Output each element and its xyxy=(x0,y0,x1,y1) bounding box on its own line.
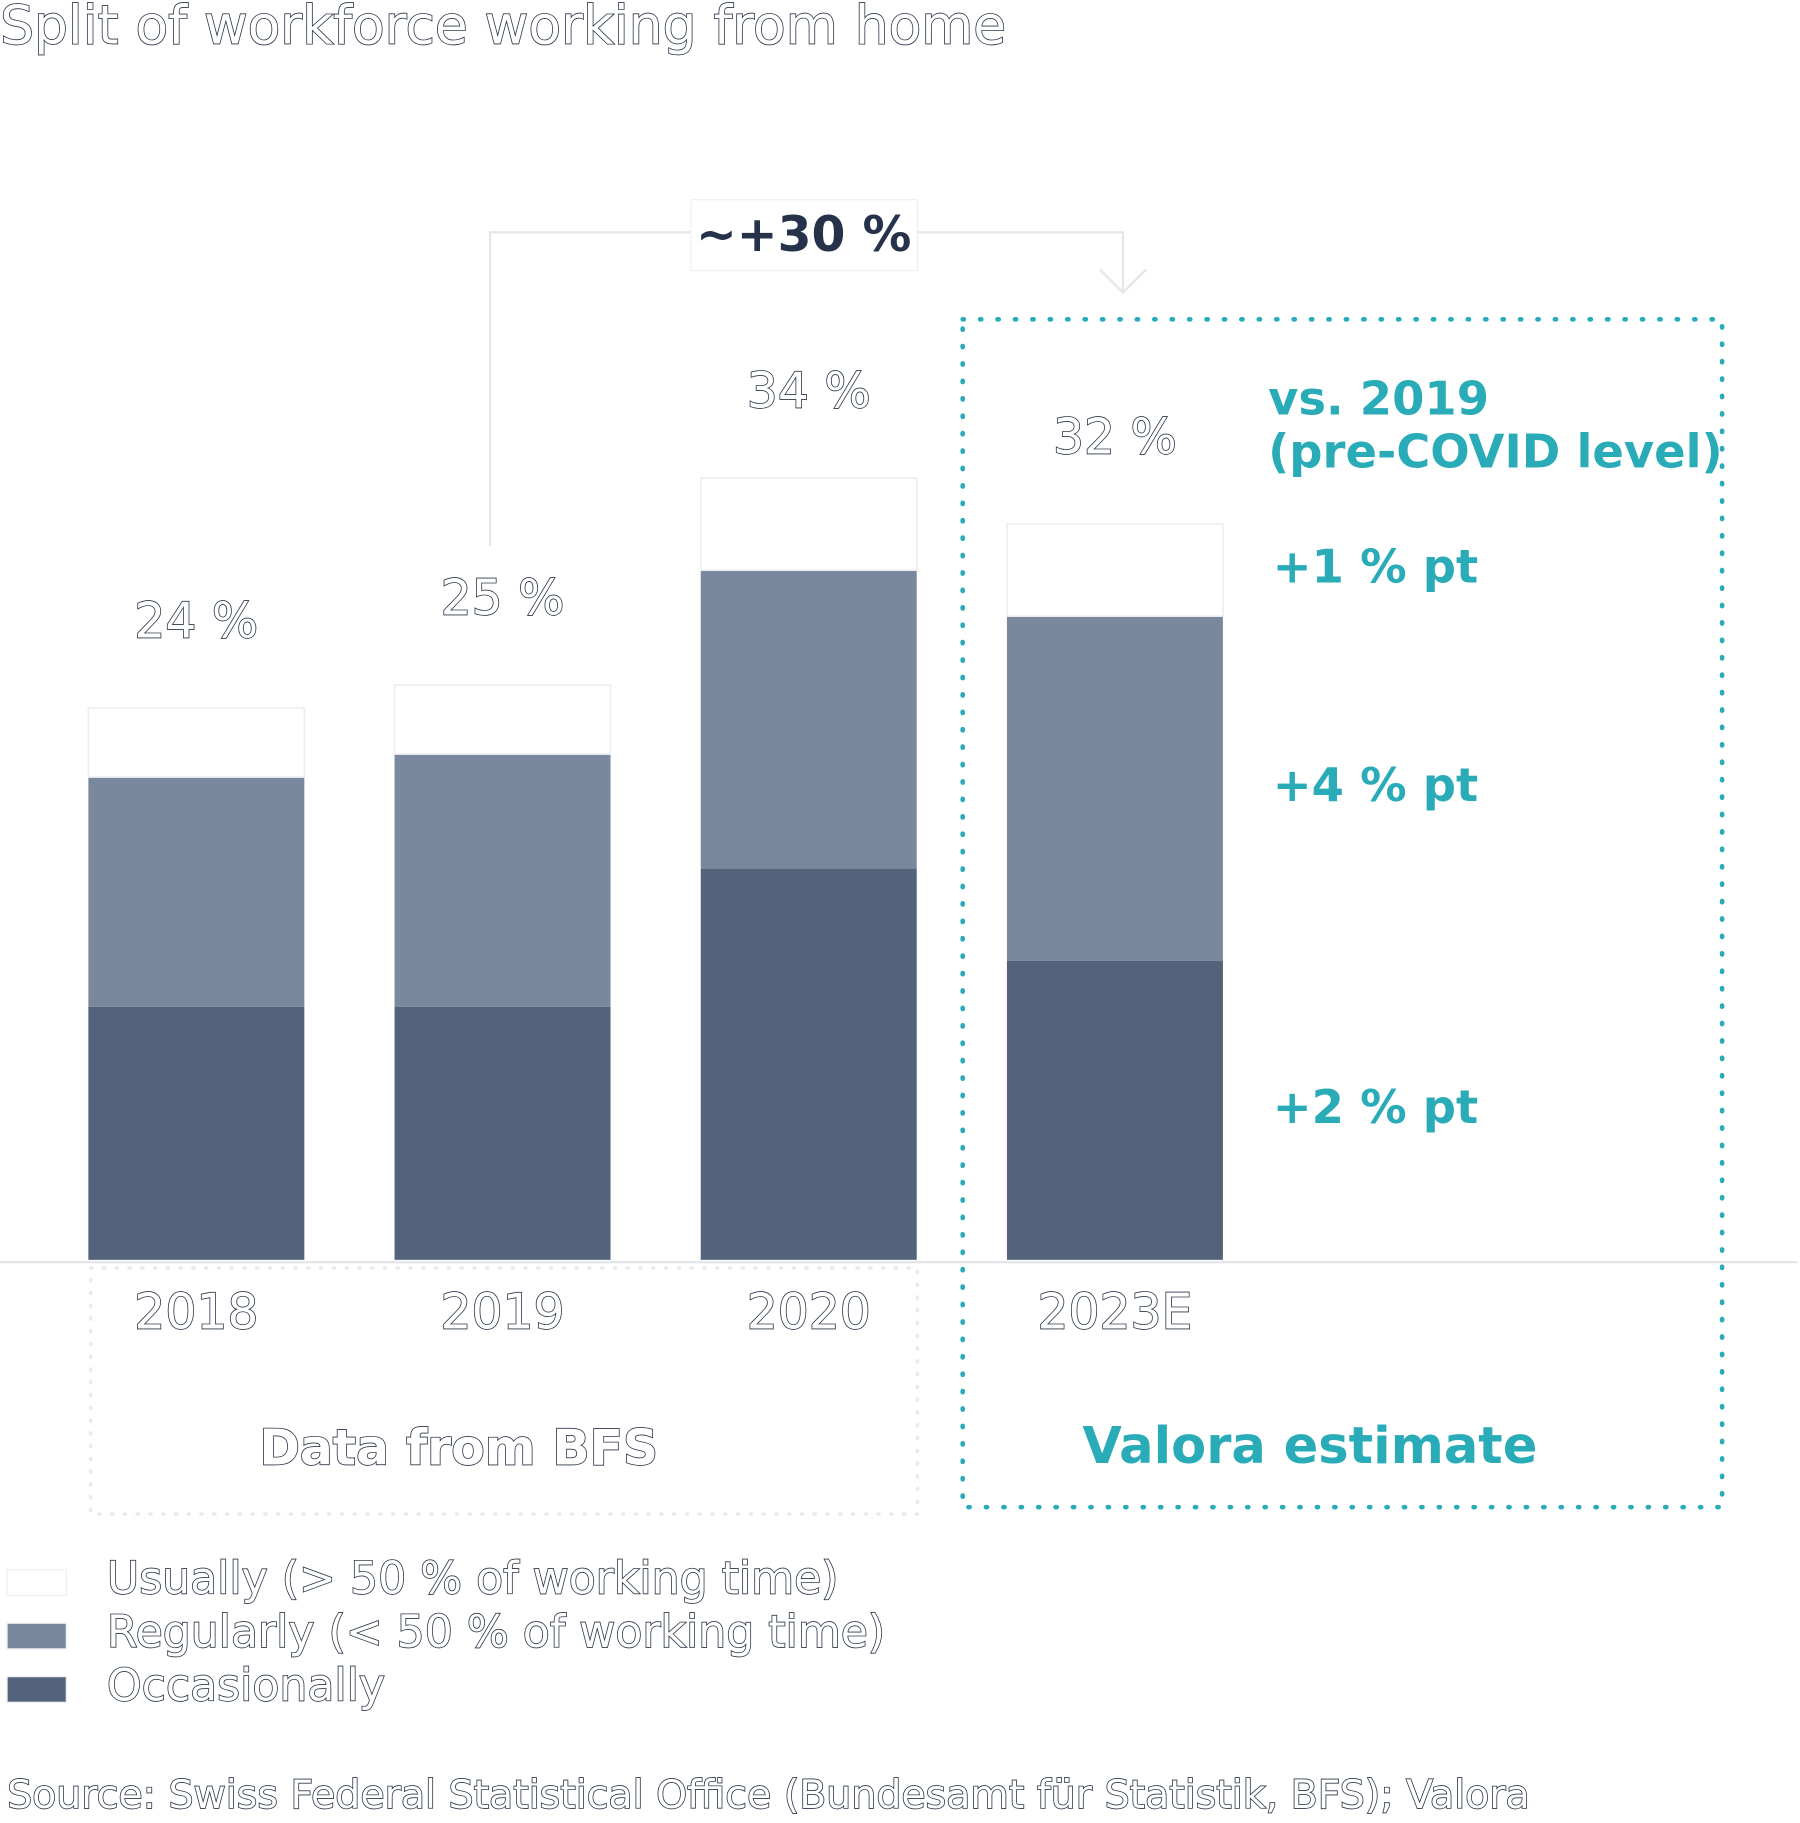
group-label: Valora estimate xyxy=(1082,1417,1537,1476)
note: vs. 2019 xyxy=(1268,371,1489,425)
bar-segment xyxy=(700,869,917,1260)
delta-label: +2 % pt xyxy=(1273,1080,1479,1134)
group-label: Data from BFS xyxy=(259,1420,658,1476)
total-label: 32 % xyxy=(1053,410,1177,466)
legend-label: Occasionally xyxy=(107,1660,385,1711)
bar-segment xyxy=(393,684,612,755)
bar-segment xyxy=(394,754,611,1007)
bar-segment xyxy=(394,1006,611,1260)
x-tick-label: 2019 xyxy=(441,1285,565,1341)
total-label: 25 % xyxy=(441,570,565,626)
bracket xyxy=(488,231,691,546)
arrow-head xyxy=(1098,268,1147,295)
bracket xyxy=(917,231,1125,291)
growth-label: ~+30 % xyxy=(696,207,911,263)
bar-segment xyxy=(88,777,305,1007)
legend-label: Usually (> 50 % of working time) xyxy=(107,1553,839,1604)
bar-segment xyxy=(1006,616,1223,961)
total-label: 24 % xyxy=(134,593,258,649)
legend-label: Regularly (< 50 % of working time) xyxy=(107,1607,885,1658)
bar-segment xyxy=(87,707,306,778)
delta-label: +4 % pt xyxy=(1273,758,1479,812)
bar-segment xyxy=(1006,960,1223,1260)
source: Source: Swiss Federal Statistical Office… xyxy=(7,1772,1530,1818)
x-tick-label: 2023E xyxy=(1037,1285,1192,1341)
legend-swatch xyxy=(6,1622,67,1650)
bar-segment xyxy=(699,477,918,571)
x-tick-label: 2018 xyxy=(134,1285,258,1341)
x-tick-label: 2020 xyxy=(747,1285,871,1341)
bar-segment xyxy=(700,570,917,870)
bar-segment xyxy=(88,1006,305,1260)
legend-swatch xyxy=(6,1676,67,1703)
chart-title: Split of workforce working from home xyxy=(0,0,1006,57)
bar-segment xyxy=(1006,523,1224,617)
delta-label: +1 % pt xyxy=(1273,540,1479,594)
legend-swatch xyxy=(6,1569,67,1596)
note: (pre-COVID level) xyxy=(1268,425,1723,479)
total-label: 34 % xyxy=(747,364,871,420)
growth-box xyxy=(690,199,918,272)
